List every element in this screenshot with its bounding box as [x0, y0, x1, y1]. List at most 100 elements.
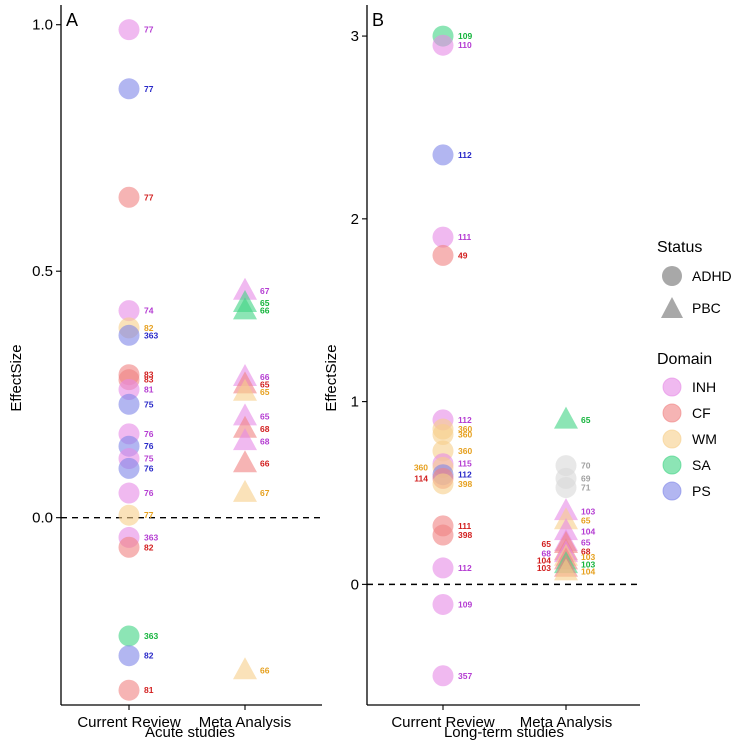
data-point-label: 110	[458, 40, 472, 50]
data-point-circle	[432, 593, 454, 615]
data-point-label: 360	[458, 424, 472, 434]
data-point-triangle	[233, 479, 257, 502]
data-point-label: 360	[458, 446, 472, 456]
data-point-circle	[432, 424, 454, 446]
data-point-label: 82	[144, 542, 154, 552]
panel-b-points: 1091101121114911236036036011536011211439…	[367, 25, 640, 687]
data-point-label: 76	[144, 488, 154, 498]
data-point-label: 103	[581, 506, 595, 516]
panel-b-ticks: 0 1 2 3 Current Review Meta Analysis	[351, 28, 613, 731]
data-point-label: 66	[260, 458, 270, 468]
data-point-label: 398	[458, 479, 472, 489]
data-point-label: 363	[144, 532, 158, 542]
data-point-label: 77	[144, 510, 154, 520]
legend-domain-swatch-icon	[662, 403, 682, 423]
legend-domain-swatch-icon	[662, 455, 682, 475]
data-point-circle	[118, 536, 140, 558]
data-point-label: 83	[144, 370, 154, 380]
data-point-label: 76	[144, 429, 154, 439]
data-point-label: 103	[537, 563, 551, 573]
data-point-circle	[118, 78, 140, 100]
legend-domain-items: INH CF WM SA PS	[662, 377, 717, 501]
data-point-label: 104	[581, 567, 595, 577]
data-point-label: 68	[581, 546, 591, 556]
data-point-label: 76	[144, 463, 154, 473]
data-point-label: 75	[144, 454, 154, 464]
data-point-circle	[432, 557, 454, 579]
data-point-circle	[432, 524, 454, 546]
data-point-circle	[118, 504, 140, 526]
data-point-label: 66	[260, 665, 270, 675]
data-point-label: 398	[458, 530, 472, 540]
y-tick-label: 3	[351, 28, 359, 45]
panel-a-ticks: 0.0 0.5 1.0 Current Review Meta Analysis	[32, 17, 291, 731]
data-point-triangle	[233, 277, 257, 300]
data-point-circle	[432, 244, 454, 266]
data-point-circle	[432, 473, 454, 495]
data-point-label: 49	[458, 250, 468, 260]
data-point-circle	[118, 300, 140, 322]
data-point-label: 111	[458, 521, 472, 531]
data-point-circle	[118, 379, 140, 401]
panel-a: A EffectSize Acute studies 0.0 0.5 1.0 Curr…	[8, 5, 322, 741]
data-point-circle	[432, 226, 454, 248]
data-point-label: 111	[458, 232, 472, 242]
data-point-label: 109	[458, 599, 472, 609]
x-category-label: Current Review	[391, 714, 495, 731]
data-point-triangle	[233, 428, 257, 451]
data-point-triangle	[554, 558, 578, 581]
data-point-label: 77	[144, 25, 154, 35]
data-point-label: 69	[581, 473, 591, 483]
legend-domain-label: WM	[692, 431, 717, 447]
legend-pbc-triangle-icon	[661, 297, 683, 318]
panel-a-x-title: Acute studies	[145, 724, 235, 741]
panel-b-x-title: Long-term studies	[444, 724, 564, 741]
data-point-label: 65	[542, 539, 552, 549]
data-point-triangle	[233, 450, 257, 473]
data-point-triangle	[233, 657, 257, 680]
data-point-triangle	[233, 415, 257, 438]
legend-domain-title: Domain	[657, 351, 712, 368]
data-point-label: 66	[260, 306, 270, 316]
data-point-circle	[432, 144, 454, 166]
panel-a-y-title: EffectSize	[8, 344, 25, 411]
data-point-label: 77	[144, 84, 154, 94]
data-point-label: 71	[581, 483, 591, 493]
data-point-label: 103	[581, 552, 595, 562]
data-point-label: 67	[260, 488, 270, 498]
data-point-label: 67	[260, 286, 270, 296]
data-point-label: 363	[144, 330, 158, 340]
data-point-label: 65	[260, 412, 270, 422]
y-tick-label: 0	[351, 576, 359, 593]
data-point-label: 114	[414, 473, 428, 483]
y-tick-label: 0.0	[32, 510, 53, 527]
data-point-label: 109	[458, 31, 472, 41]
legend-adhd-label: ADHD	[692, 268, 732, 284]
data-point-label: 65	[581, 515, 591, 525]
y-tick-label: 0.5	[32, 263, 53, 280]
legend-domain-swatch-icon	[662, 481, 682, 501]
legend-domain-swatch-icon	[662, 429, 682, 449]
data-point-label: 83	[144, 375, 154, 385]
data-point-circle	[118, 19, 140, 41]
panel-b-y-title: EffectSize	[323, 344, 340, 411]
data-point-label: 115	[458, 459, 472, 469]
legend-domain-label: CF	[692, 405, 711, 421]
panel-a-points: 7777777482363838381757676757676773638236…	[61, 19, 322, 701]
data-point-label: 360	[414, 462, 428, 472]
x-category-label: Meta Analysis	[199, 714, 292, 731]
panel-a-letter: A	[66, 10, 78, 30]
data-point-label: 104	[537, 556, 551, 566]
data-point-circle	[432, 34, 454, 56]
data-point-label: 112	[458, 415, 472, 425]
legend-adhd-circle-icon	[662, 266, 682, 286]
data-point-label: 112	[458, 470, 472, 480]
data-point-triangle	[233, 378, 257, 401]
legend-domain-label: INH	[692, 379, 716, 395]
legend-status-title: Status	[657, 239, 702, 256]
data-point-label: 68	[542, 548, 552, 558]
data-point-label: 65	[581, 415, 591, 425]
data-point-circle	[118, 625, 140, 647]
data-point-triangle	[233, 297, 257, 320]
